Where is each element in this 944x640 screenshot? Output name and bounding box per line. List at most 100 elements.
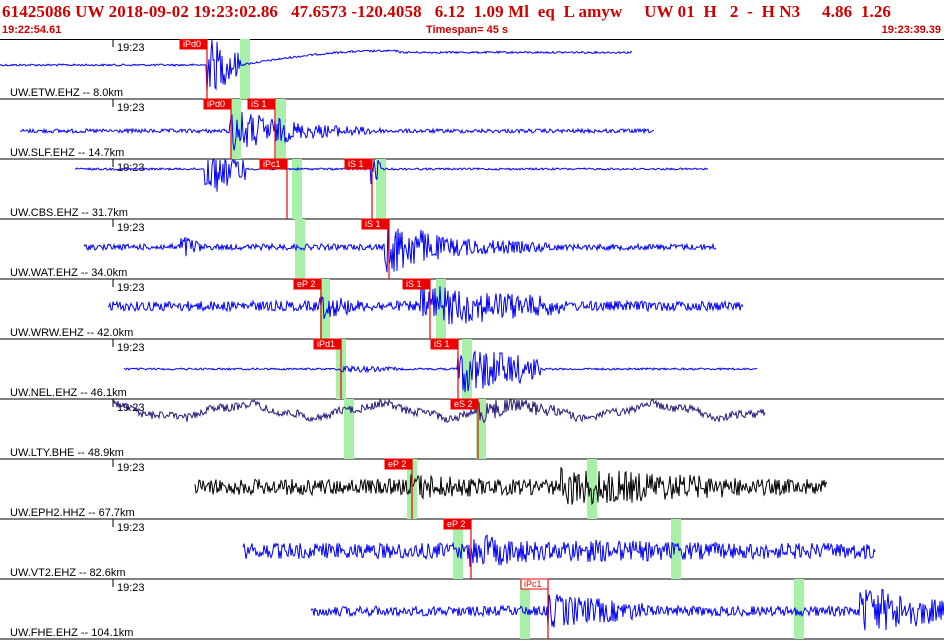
waveform: [310, 588, 944, 631]
theoretical-arrival-band: [376, 159, 386, 219]
phase-pick[interactable]: iPd1: [313, 338, 342, 399]
pick-flag: [259, 158, 288, 170]
theoretical-arrival-band: [320, 279, 330, 339]
station-label: UW.WAT.EHZ -- 34.0km: [10, 267, 127, 279]
phase-pick[interactable]: iPc1: [259, 158, 288, 219]
trace-row[interactable]: 19:23 iPd0 UW.ETW.EHZ -- 8.0km: [0, 39, 944, 100]
time-tick-label: 19:23: [117, 402, 145, 414]
phase-pick[interactable]: iS 1: [430, 338, 459, 399]
waveform: [83, 219, 717, 273]
phase-pick[interactable]: iPc1: [520, 578, 549, 639]
trace-row[interactable]: 19:23 eP 2 iS 1 UW.WRW.EHZ -- 42.0km: [0, 278, 944, 340]
pick-flag: [293, 278, 322, 290]
pick-flag: [430, 338, 459, 350]
time-tick-label: 19:23: [117, 342, 145, 354]
time-tick-label: 19:23: [117, 522, 145, 534]
station-label: UW.EPH2.HHZ -- 67.7km: [10, 507, 135, 519]
phase-pick[interactable]: eP 2: [443, 518, 472, 579]
time-tick-label: 19:23: [117, 222, 145, 234]
time-tick-label: 19:23: [117, 582, 145, 594]
station-label: UW.FHE.EHZ -- 104.1km: [10, 627, 133, 639]
timespan-readout: Timespan= 45 s: [426, 24, 509, 36]
window-start-time: 19:22:54.61: [2, 24, 62, 36]
pick-flag: [361, 218, 390, 230]
pick-label: iS 1: [434, 339, 450, 349]
trace-row[interactable]: 19:23 eP 2 UW.EPH2.HHZ -- 67.7km: [0, 458, 944, 520]
trace-row[interactable]: 19:23 iS 1 UW.WAT.EHZ -- 34.0km: [0, 218, 944, 280]
theoretical-arrival-band: [462, 339, 472, 399]
waveform: [0, 40, 633, 91]
pick-flag: [443, 518, 472, 530]
waveform: [112, 398, 766, 424]
trace-row[interactable]: 19:23 iPd1 iS 1 UW.NEL.EHZ -- 46.1km: [0, 338, 944, 400]
pick-label: iS 1: [251, 99, 267, 109]
waveform: [242, 534, 876, 567]
pick-label: iPc1: [524, 579, 542, 589]
pick-label: iPc1: [263, 159, 281, 169]
phase-pick[interactable]: eP 2: [293, 278, 322, 339]
seismogram-panel[interactable]: 19:23 iPd0 UW.ETW.EHZ -- 8.0km 19:23 iPd0 iS …: [0, 39, 944, 640]
window-end-time: 19:23:39.39: [881, 24, 941, 36]
phase-pick[interactable]: iS 1: [402, 278, 431, 339]
station-label: UW.SLF.EHZ -- 14.7km: [10, 147, 124, 159]
theoretical-arrival-band: [276, 99, 286, 159]
theoretical-arrival-band: [453, 519, 463, 579]
phase-pick[interactable]: iS 1: [247, 98, 276, 159]
pick-label: eP 2: [297, 279, 315, 289]
time-tick-label: 19:23: [117, 102, 145, 114]
pick-label: iPd0: [207, 99, 225, 109]
event-header: 61425086 UW 2018-09-02 19:23:02.86 47.65…: [0, 0, 944, 40]
pick-label: iS 1: [348, 159, 364, 169]
pick-flag: [313, 338, 342, 350]
phase-pick[interactable]: iPd0: [203, 98, 232, 159]
pick-label: iPd1: [317, 339, 335, 349]
phase-pick[interactable]: iPd0: [179, 39, 208, 99]
pick-label: iS 1: [365, 219, 381, 229]
station-label: UW.ETW.EHZ -- 8.0km: [10, 87, 123, 99]
time-tick-label: 19:23: [117, 162, 145, 174]
theoretical-arrival-band: [292, 159, 302, 219]
theoretical-arrival-band: [520, 579, 530, 639]
theoretical-arrival-band: [295, 219, 305, 279]
phase-pick[interactable]: iS 1: [361, 218, 390, 279]
time-tick-label: 19:23: [117, 42, 145, 54]
waveform: [19, 111, 655, 151]
pick-flag: [384, 458, 413, 470]
pick-label: eS 2: [454, 399, 473, 409]
pick-flag: [402, 278, 431, 290]
waveform: [107, 284, 744, 325]
theoretical-arrival-band: [794, 579, 804, 639]
phase-pick[interactable]: iS 1: [344, 158, 373, 219]
trace-row[interactable]: 19:23 iPc1 iS 1 UW.CBS.EHZ -- 31.7km: [0, 158, 944, 220]
waveform: [194, 466, 828, 506]
pick-flag: [520, 578, 549, 590]
phase-pick[interactable]: eP 2: [384, 458, 413, 519]
trace-row[interactable]: 19:23 iPc1 UW.FHE.EHZ -- 104.1km: [0, 578, 944, 640]
phase-pick[interactable]: eS 2: [450, 398, 479, 459]
theoretical-arrival-band: [436, 279, 446, 339]
theoretical-arrival-band: [476, 399, 486, 459]
theoretical-arrival-band: [240, 39, 250, 99]
pick-flag: [344, 158, 373, 170]
time-tick-label: 19:23: [117, 282, 145, 294]
station-label: UW.WRW.EHZ -- 42.0km: [10, 327, 133, 339]
trace-row[interactable]: 19:23 iPd0 iS 1 UW.SLF.EHZ -- 14.7km: [0, 98, 944, 160]
pick-flag: [179, 39, 208, 50]
time-tick-label: 19:23: [117, 462, 145, 474]
station-label: UW.LTY.BHE -- 48.9km: [10, 447, 124, 459]
station-label: UW.VT2.EHZ -- 82.6km: [10, 567, 126, 579]
pick-label: eP 2: [388, 459, 406, 469]
theoretical-arrival-band: [344, 399, 354, 459]
trace-row[interactable]: 19:23 eS 2 UW.LTY.BHE -- 48.9km: [0, 398, 944, 460]
pick-label: eP 2: [447, 519, 465, 529]
waveform: [123, 350, 758, 393]
trace-row[interactable]: 19:23 eP 2 UW.VT2.EHZ -- 82.6km: [0, 518, 944, 580]
pick-label: iPd0: [183, 39, 201, 49]
pick-label: iS 1: [406, 279, 422, 289]
theoretical-arrival-band: [587, 459, 597, 519]
station-label: UW.CBS.EHZ -- 31.7km: [10, 207, 128, 219]
event-summary-line: 61425086 UW 2018-09-02 19:23:02.86 47.65…: [2, 2, 892, 21]
waveform: [74, 158, 709, 192]
pick-flag: [247, 98, 276, 110]
pick-flag: [450, 398, 479, 410]
